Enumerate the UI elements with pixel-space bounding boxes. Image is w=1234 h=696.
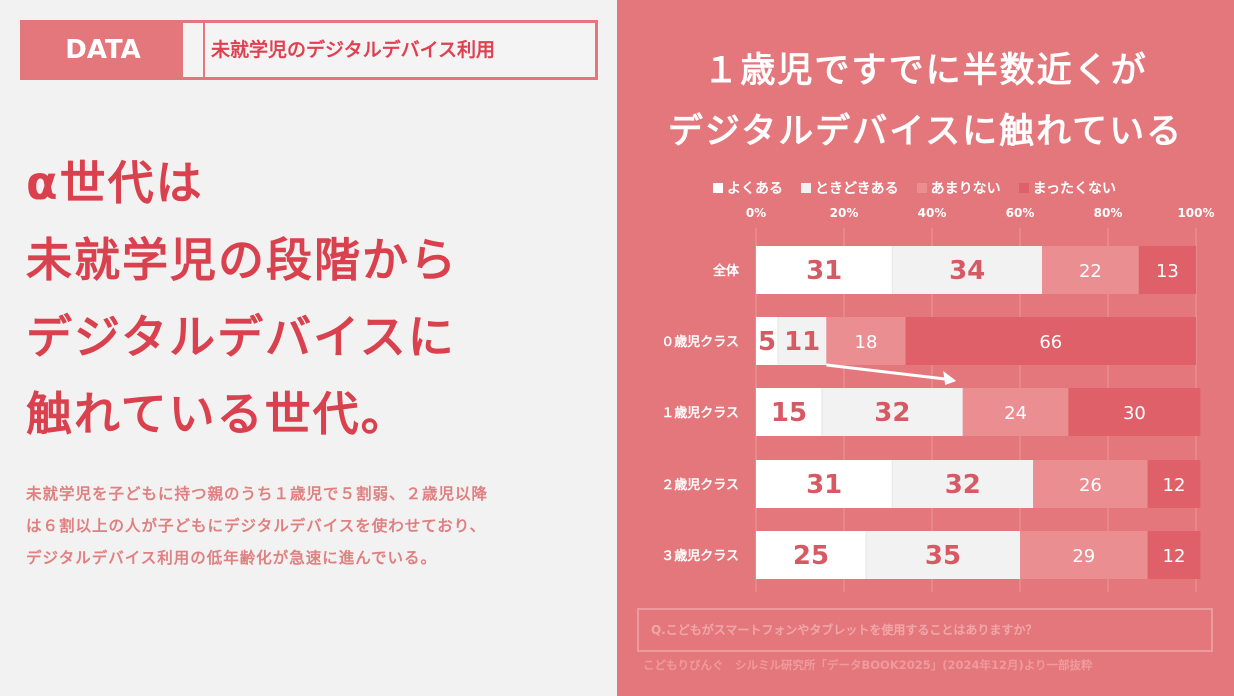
legend-item-4: まったくない: [1018, 178, 1117, 198]
legend-label-2: ときどきある: [815, 181, 899, 197]
data-label: 34: [949, 256, 985, 286]
category-label: ２歳児クラス: [661, 477, 739, 493]
body-line-3: デジタルデバイス利用の低年齢化が急速に進んでいる。: [26, 549, 437, 567]
x-tick-label: 100%: [1177, 206, 1214, 220]
data-label: 26: [1079, 475, 1102, 496]
category-label: ０歳児クラス: [661, 334, 739, 350]
bar-segment: [892, 246, 1042, 294]
chart-title-line-1: １歳児ですでに半数近くが: [703, 51, 1148, 91]
bar-segment: [892, 460, 1034, 508]
legend-item-2: ときどきある: [801, 178, 899, 198]
bar-segment: [1147, 460, 1201, 508]
x-tick-label: 0%: [746, 206, 766, 220]
bar-segment: [962, 388, 1069, 436]
bar-segment: [756, 460, 893, 508]
bar-segment: [822, 388, 963, 436]
headline-line-4: 触れている世代。: [26, 387, 409, 441]
data-title: 未就学児のデジタルデバイス利用: [203, 23, 495, 77]
legend-swatch-4: [1018, 183, 1029, 193]
question-box: Q.こどもがスマートフォンやタブレットを使用することはありますか？: [637, 608, 1213, 652]
data-label: 18: [855, 332, 878, 353]
source-note: こどもりびんぐ シルミル研究所「データBOOK2025」(2024年12月)より…: [643, 658, 1093, 672]
stacked-bar-chart: 0% 20% 40% 60% 80% 100% 全体 31 34 22 13 ０歳児クラス 5 11 18 6…: [661, 206, 1215, 592]
data-tag: DATA: [23, 23, 183, 77]
x-tick-label: 60%: [1006, 206, 1035, 220]
bar-segment: [756, 531, 866, 579]
x-tick-label: 40%: [918, 206, 947, 220]
category-label: １歳児クラス: [661, 405, 739, 421]
body-line-2: は６割以上の人が子どもにデジタルデバイスを使わせており、: [26, 517, 487, 535]
data-label: 13: [1156, 261, 1179, 282]
legend-label-3: あまりない: [930, 181, 1001, 197]
bar-segment: [905, 317, 1196, 365]
data-label: 29: [1072, 546, 1095, 567]
data-label: 25: [793, 541, 829, 571]
data-label: 32: [945, 470, 981, 500]
highlight-arrow-line: [826, 363, 946, 381]
bar-segment: [756, 246, 893, 294]
x-tick-label: 80%: [1094, 206, 1123, 220]
highlight-arrow-head: [943, 371, 957, 385]
data-label: 15: [771, 398, 807, 428]
headline-line-2: 未就学児の段階から: [26, 233, 458, 287]
legend-item-1: よくある: [713, 178, 783, 198]
chart-title-line-2: デジタルデバイスに触れている: [667, 112, 1184, 152]
bar-segment: [756, 388, 822, 436]
legend-swatch-3: [916, 183, 927, 193]
bar-segment: [778, 317, 827, 365]
data-header-box: DATA 未就学児のデジタルデバイス利用: [20, 20, 598, 80]
data-label: 31: [806, 470, 842, 500]
category-label: 全体: [712, 263, 740, 279]
x-tick-label: 20%: [830, 206, 859, 220]
data-label: 22: [1079, 261, 1102, 282]
data-label: 31: [806, 256, 842, 286]
headline: α世代は 未就学児の段階から デジタルデバイスに 触れている世代。: [26, 145, 458, 453]
bar-segment: [756, 317, 778, 365]
data-label: 35: [925, 541, 961, 571]
data-label: 30: [1123, 403, 1146, 424]
headline-line-1: α世代は: [26, 156, 204, 210]
bar-segment: [1020, 531, 1148, 579]
bar-segment: [1042, 246, 1139, 294]
right-panel: １歳児ですでに半数近くが デジタルデバイスに触れている よくある ときどきある …: [617, 0, 1234, 696]
category-label: ３歳児クラス: [661, 548, 739, 564]
bar-segment: [1138, 246, 1196, 294]
legend-swatch-1: [713, 183, 723, 193]
data-label: 12: [1163, 546, 1186, 567]
headline-line-3: デジタルデバイスに: [26, 310, 456, 364]
legend-label-1: よくある: [727, 181, 783, 197]
data-label: 32: [874, 398, 910, 428]
bar-segment: [1033, 460, 1148, 508]
body-line-1: 未就学児を子どもに持つ親のうち１歳児で５割弱、２歳児以降: [26, 485, 489, 503]
data-label: 11: [784, 327, 820, 357]
data-label: 66: [1039, 332, 1062, 353]
left-panel: DATA 未就学児のデジタルデバイス利用 α世代は 未就学児の段階から デジタル…: [20, 20, 598, 574]
legend-label-4: まったくない: [1032, 181, 1117, 197]
chart-legend: よくある ときどきある あまりない まったくない: [713, 178, 1116, 198]
bar-segment: [1147, 531, 1201, 579]
legend-swatch-2: [801, 183, 811, 193]
data-label: 5: [758, 327, 776, 357]
bar-segment: [826, 317, 906, 365]
legend-item-3: あまりない: [916, 178, 1001, 198]
data-label: 24: [1004, 403, 1027, 424]
bar-segment: [866, 531, 1020, 579]
data-label: 12: [1163, 475, 1186, 496]
bar-segment: [1068, 388, 1201, 436]
body-text: 未就学児を子どもに持つ親のうち１歳児で５割弱、２歳児以降 は６割以上の人が子ども…: [26, 478, 596, 574]
